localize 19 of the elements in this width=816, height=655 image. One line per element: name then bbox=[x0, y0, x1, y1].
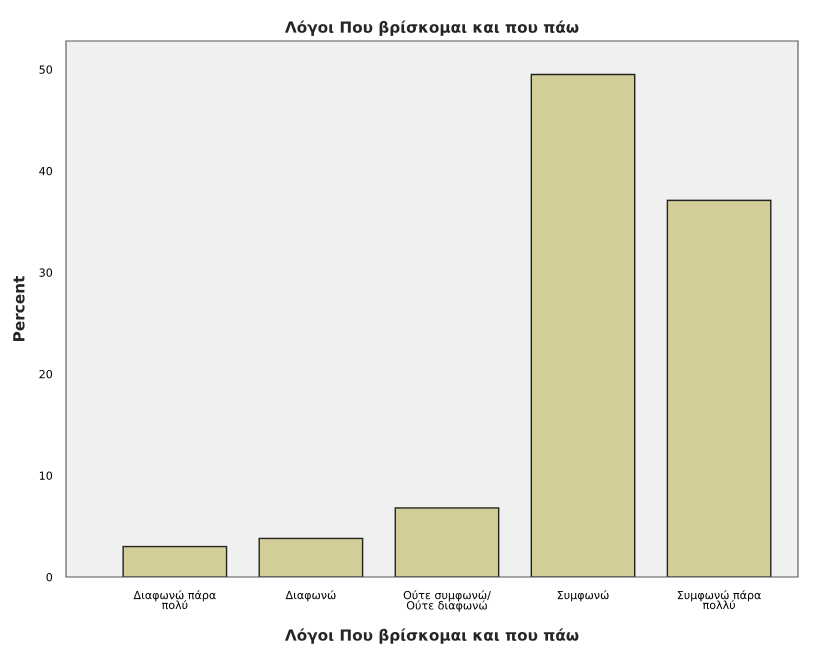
y-axis-title: Percent bbox=[13, 276, 25, 341]
x-tick-label: Συμφωνώ bbox=[558, 590, 609, 602]
x-axis-title: Λόγοι Που βρίσκομαι και που πάω bbox=[284, 628, 578, 644]
chart-title: Λόγοι Που βρίσκομαι και που πάω bbox=[284, 20, 578, 36]
y-tick-label: 20 bbox=[39, 370, 52, 378]
x-tick-label: Διαφωνώ bbox=[286, 590, 336, 602]
y-tick-label: 50 bbox=[40, 65, 52, 74]
x-tick-label: Συμφωνώ πάρα πολλύ bbox=[678, 590, 761, 610]
bar bbox=[122, 546, 228, 577]
bar bbox=[394, 507, 500, 577]
y-tick-label: 30 bbox=[40, 268, 52, 277]
x-tick-label: Διαφωνώ πάρα πολύ bbox=[134, 590, 216, 610]
bar bbox=[258, 538, 364, 577]
bar bbox=[530, 74, 636, 577]
y-tick-label: 10 bbox=[40, 471, 52, 480]
bar bbox=[666, 200, 772, 577]
y-tick-label: 40 bbox=[39, 166, 52, 176]
x-tick-label: Ούτε συμφωνώ/ Ούτε διαφωνώ bbox=[404, 590, 491, 612]
y-tick-label: 0 bbox=[46, 572, 52, 582]
